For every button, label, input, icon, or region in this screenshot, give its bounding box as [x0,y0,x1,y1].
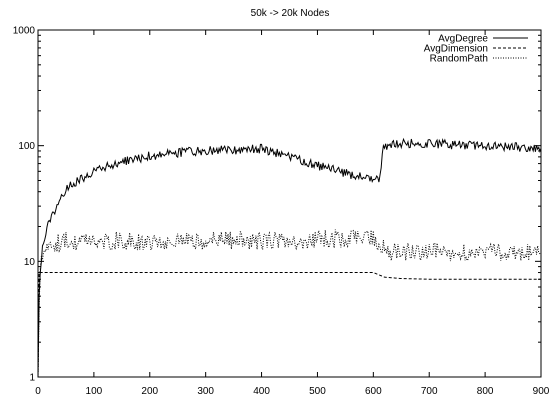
y-tick-label: 100 [18,141,35,152]
series-line-avgdimension [37,272,541,378]
y-tick-label: 1000 [13,26,36,37]
axis-ticks: 0 100 200 300 400 500 600 700 800 900 1 10 100 1000 [13,26,550,398]
x-tick-label: 400 [253,386,270,397]
series-line-avgdegree [37,137,542,378]
x-tick-label: 700 [421,386,438,397]
x-tick-label: 0 [35,386,41,397]
legend-label: AvgDimension [424,44,488,55]
y-tick-label: 1 [29,373,35,384]
x-tick-label: 300 [197,386,214,397]
y-tick-label: 10 [24,257,36,268]
x-tick-label: 800 [477,386,494,397]
x-tick-label: 900 [533,386,550,397]
plot-frame [37,29,542,378]
legend-label: RandomPath [430,54,488,65]
series-line-randompath [37,228,542,378]
legend-label: AvgDegree [438,34,488,45]
chart-title: 50k -> 20k Nodes [251,8,330,19]
x-tick-label: 500 [309,386,326,397]
x-tick-label: 600 [365,386,382,397]
x-tick-label: 100 [86,386,103,397]
x-tick-label: 200 [141,386,158,397]
plot-area [37,137,542,378]
